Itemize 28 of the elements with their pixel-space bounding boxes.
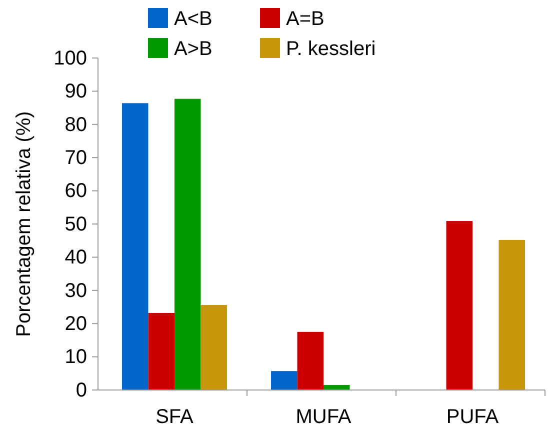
legend-label: A=B <box>286 8 324 30</box>
bar <box>446 221 472 390</box>
y-tick-label: 10 <box>64 346 87 368</box>
y-tick-label: 20 <box>64 313 87 335</box>
y-tick-label: 40 <box>64 246 87 269</box>
bar <box>498 240 525 390</box>
y-tick-label: 0 <box>76 379 87 402</box>
bar <box>148 312 174 390</box>
y-tick-label: 100 <box>54 47 87 70</box>
y-tick-label: 70 <box>64 147 87 169</box>
y-tick-label: 60 <box>64 180 87 202</box>
x-tick-label: PUFA <box>446 406 500 428</box>
x-tick-label: SFA <box>156 406 194 428</box>
legend-label: P. kessleri <box>286 38 376 60</box>
y-tick-label: 30 <box>64 280 87 302</box>
y-tick-label: 50 <box>64 213 87 236</box>
bar <box>297 332 324 390</box>
legend-label: A>B <box>174 38 212 60</box>
legend-label: A<B <box>174 8 212 30</box>
x-tick-label: MUFA <box>296 406 352 428</box>
bar <box>200 305 227 390</box>
bar <box>271 371 298 390</box>
y-axis-title: Porcentagem relativa (%) <box>13 111 35 337</box>
y-tick-label: 80 <box>64 114 87 136</box>
bar <box>122 103 148 390</box>
bar <box>174 98 201 390</box>
y-tick-label: 90 <box>64 80 87 103</box>
bar <box>324 385 350 390</box>
